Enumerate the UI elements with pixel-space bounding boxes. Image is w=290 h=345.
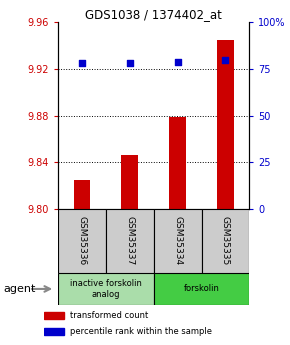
Point (223, 57, 228, 62)
Bar (122, 155, 138, 209)
FancyBboxPatch shape (154, 273, 249, 305)
Bar (217, 40, 234, 209)
Text: transformed count: transformed count (70, 311, 148, 320)
Text: forskolin: forskolin (184, 284, 220, 294)
Text: GSM35335: GSM35335 (221, 216, 230, 265)
Point (128, 61, 132, 66)
Text: GSM35337: GSM35337 (125, 216, 134, 265)
Text: percentile rank within the sample: percentile rank within the sample (70, 327, 212, 336)
Bar (74, 180, 90, 209)
Bar (44, 328, 64, 335)
Point (79, 61, 84, 66)
FancyBboxPatch shape (106, 209, 154, 273)
FancyBboxPatch shape (58, 273, 154, 305)
Text: agent: agent (3, 284, 35, 294)
FancyBboxPatch shape (154, 209, 202, 273)
Bar (169, 117, 186, 209)
Point (175, 59, 180, 64)
Bar (44, 312, 64, 319)
Text: GSM35336: GSM35336 (77, 216, 86, 265)
Text: GSM35334: GSM35334 (173, 216, 182, 265)
Text: inactive forskolin
analog: inactive forskolin analog (70, 279, 142, 299)
Title: GDS1038 / 1374402_at: GDS1038 / 1374402_at (85, 8, 222, 21)
FancyBboxPatch shape (58, 209, 106, 273)
FancyBboxPatch shape (202, 209, 249, 273)
